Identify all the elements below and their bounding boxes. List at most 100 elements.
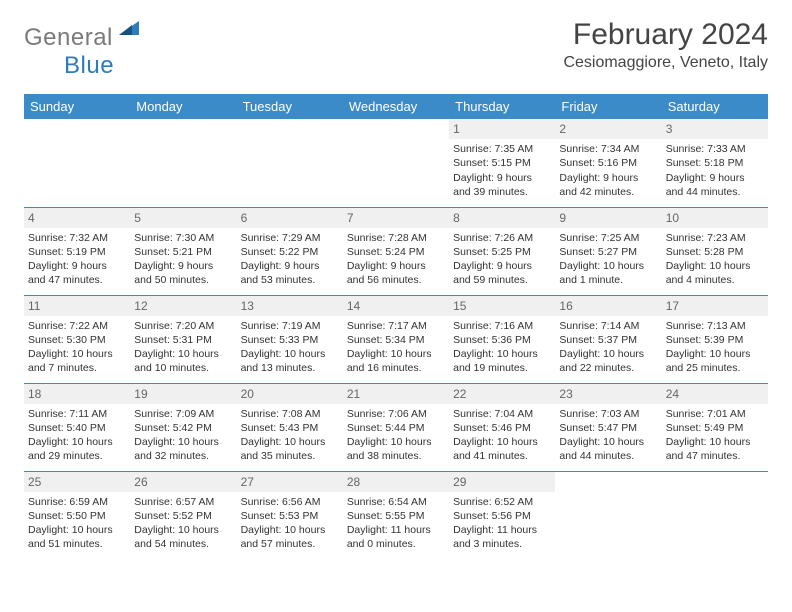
day-number: 10 <box>662 208 768 228</box>
sunrise-text: Sunrise: 6:56 AM <box>241 495 339 509</box>
day-number: 21 <box>343 384 449 404</box>
weekday-header: Saturday <box>662 94 768 119</box>
calendar-day-cell: 4Sunrise: 7:32 AMSunset: 5:19 PMDaylight… <box>24 207 130 295</box>
day-number: 20 <box>237 384 343 404</box>
sunset-text: Sunset: 5:28 PM <box>666 245 764 259</box>
sunrise-text: Sunrise: 7:09 AM <box>134 407 232 421</box>
calendar-day-cell: 20Sunrise: 7:08 AMSunset: 5:43 PMDayligh… <box>237 383 343 471</box>
calendar-table: Sunday Monday Tuesday Wednesday Thursday… <box>24 94 768 559</box>
daylight-text: Daylight: 9 hours <box>347 259 445 273</box>
calendar-day-cell: 24Sunrise: 7:01 AMSunset: 5:49 PMDayligh… <box>662 383 768 471</box>
daylight-text: and 59 minutes. <box>453 273 551 287</box>
day-number: 3 <box>662 119 768 139</box>
sunrise-text: Sunrise: 7:32 AM <box>28 231 126 245</box>
calendar-page: GeneralBlue February 2024 Cesiomaggiore,… <box>0 0 792 577</box>
calendar-day-cell: 17Sunrise: 7:13 AMSunset: 5:39 PMDayligh… <box>662 295 768 383</box>
calendar-week-row: 1Sunrise: 7:35 AMSunset: 5:15 PMDaylight… <box>24 119 768 207</box>
day-number: 19 <box>130 384 236 404</box>
sunset-text: Sunset: 5:31 PM <box>134 333 232 347</box>
logo-word1: General <box>24 24 113 51</box>
daylight-text: and 47 minutes. <box>28 273 126 287</box>
sunrise-text: Sunrise: 7:30 AM <box>134 231 232 245</box>
daylight-text: Daylight: 10 hours <box>28 523 126 537</box>
sunset-text: Sunset: 5:49 PM <box>666 421 764 435</box>
sunset-text: Sunset: 5:42 PM <box>134 421 232 435</box>
sunrise-text: Sunrise: 6:54 AM <box>347 495 445 509</box>
daylight-text: Daylight: 10 hours <box>559 259 657 273</box>
calendar-week-row: 11Sunrise: 7:22 AMSunset: 5:30 PMDayligh… <box>24 295 768 383</box>
daylight-text: and 13 minutes. <box>241 361 339 375</box>
weekday-header: Monday <box>130 94 236 119</box>
daylight-text: and 54 minutes. <box>134 537 232 551</box>
logo-triangle-icon <box>117 20 141 43</box>
calendar-day-cell: 26Sunrise: 6:57 AMSunset: 5:52 PMDayligh… <box>130 471 236 559</box>
day-number: 9 <box>555 208 661 228</box>
sunrise-text: Sunrise: 7:34 AM <box>559 142 657 156</box>
daylight-text: Daylight: 10 hours <box>134 347 232 361</box>
sunrise-text: Sunrise: 7:33 AM <box>666 142 764 156</box>
calendar-day-cell: 8Sunrise: 7:26 AMSunset: 5:25 PMDaylight… <box>449 207 555 295</box>
sunrise-text: Sunrise: 7:20 AM <box>134 319 232 333</box>
daylight-text: Daylight: 10 hours <box>559 347 657 361</box>
calendar-day-cell: 28Sunrise: 6:54 AMSunset: 5:55 PMDayligh… <box>343 471 449 559</box>
calendar-day-cell: 14Sunrise: 7:17 AMSunset: 5:34 PMDayligh… <box>343 295 449 383</box>
daylight-text: Daylight: 10 hours <box>241 347 339 361</box>
daylight-text: and 29 minutes. <box>28 449 126 463</box>
calendar-day-cell <box>343 119 449 207</box>
daylight-text: and 51 minutes. <box>28 537 126 551</box>
day-number: 1 <box>449 119 555 139</box>
daylight-text: and 10 minutes. <box>134 361 232 375</box>
daylight-text: and 22 minutes. <box>559 361 657 375</box>
sunset-text: Sunset: 5:30 PM <box>28 333 126 347</box>
title-block: February 2024 Cesiomaggiore, Veneto, Ita… <box>563 18 768 72</box>
weekday-header: Friday <box>555 94 661 119</box>
calendar-week-row: 18Sunrise: 7:11 AMSunset: 5:40 PMDayligh… <box>24 383 768 471</box>
daylight-text: and 44 minutes. <box>559 449 657 463</box>
sunset-text: Sunset: 5:52 PM <box>134 509 232 523</box>
calendar-day-cell <box>130 119 236 207</box>
calendar-day-cell: 6Sunrise: 7:29 AMSunset: 5:22 PMDaylight… <box>237 207 343 295</box>
calendar-header-row: Sunday Monday Tuesday Wednesday Thursday… <box>24 94 768 119</box>
sunrise-text: Sunrise: 7:01 AM <box>666 407 764 421</box>
calendar-day-cell: 29Sunrise: 6:52 AMSunset: 5:56 PMDayligh… <box>449 471 555 559</box>
calendar-day-cell: 11Sunrise: 7:22 AMSunset: 5:30 PMDayligh… <box>24 295 130 383</box>
sunset-text: Sunset: 5:15 PM <box>453 156 551 170</box>
weekday-header: Thursday <box>449 94 555 119</box>
sunrise-text: Sunrise: 6:52 AM <box>453 495 551 509</box>
day-number: 23 <box>555 384 661 404</box>
daylight-text: and 3 minutes. <box>453 537 551 551</box>
day-number: 25 <box>24 472 130 492</box>
calendar-day-cell: 21Sunrise: 7:06 AMSunset: 5:44 PMDayligh… <box>343 383 449 471</box>
sunrise-text: Sunrise: 7:16 AM <box>453 319 551 333</box>
sunset-text: Sunset: 5:47 PM <box>559 421 657 435</box>
daylight-text: Daylight: 11 hours <box>453 523 551 537</box>
sunset-text: Sunset: 5:18 PM <box>666 156 764 170</box>
day-number: 26 <box>130 472 236 492</box>
calendar-day-cell: 5Sunrise: 7:30 AMSunset: 5:21 PMDaylight… <box>130 207 236 295</box>
calendar-day-cell: 3Sunrise: 7:33 AMSunset: 5:18 PMDaylight… <box>662 119 768 207</box>
daylight-text: Daylight: 10 hours <box>28 347 126 361</box>
sunset-text: Sunset: 5:27 PM <box>559 245 657 259</box>
daylight-text: and 7 minutes. <box>28 361 126 375</box>
daylight-text: Daylight: 10 hours <box>666 435 764 449</box>
daylight-text: Daylight: 10 hours <box>559 435 657 449</box>
sunset-text: Sunset: 5:16 PM <box>559 156 657 170</box>
sunrise-text: Sunrise: 7:28 AM <box>347 231 445 245</box>
calendar-day-cell: 7Sunrise: 7:28 AMSunset: 5:24 PMDaylight… <box>343 207 449 295</box>
sunrise-text: Sunrise: 7:13 AM <box>666 319 764 333</box>
sunrise-text: Sunrise: 7:06 AM <box>347 407 445 421</box>
sunrise-text: Sunrise: 6:59 AM <box>28 495 126 509</box>
calendar-day-cell: 22Sunrise: 7:04 AMSunset: 5:46 PMDayligh… <box>449 383 555 471</box>
sunset-text: Sunset: 5:40 PM <box>28 421 126 435</box>
day-number: 22 <box>449 384 555 404</box>
daylight-text: and 57 minutes. <box>241 537 339 551</box>
sunset-text: Sunset: 5:34 PM <box>347 333 445 347</box>
calendar-week-row: 4Sunrise: 7:32 AMSunset: 5:19 PMDaylight… <box>24 207 768 295</box>
calendar-day-cell <box>555 471 661 559</box>
sunset-text: Sunset: 5:22 PM <box>241 245 339 259</box>
sunrise-text: Sunrise: 7:26 AM <box>453 231 551 245</box>
sunset-text: Sunset: 5:39 PM <box>666 333 764 347</box>
daylight-text: and 0 minutes. <box>347 537 445 551</box>
day-number: 4 <box>24 208 130 228</box>
sunset-text: Sunset: 5:25 PM <box>453 245 551 259</box>
